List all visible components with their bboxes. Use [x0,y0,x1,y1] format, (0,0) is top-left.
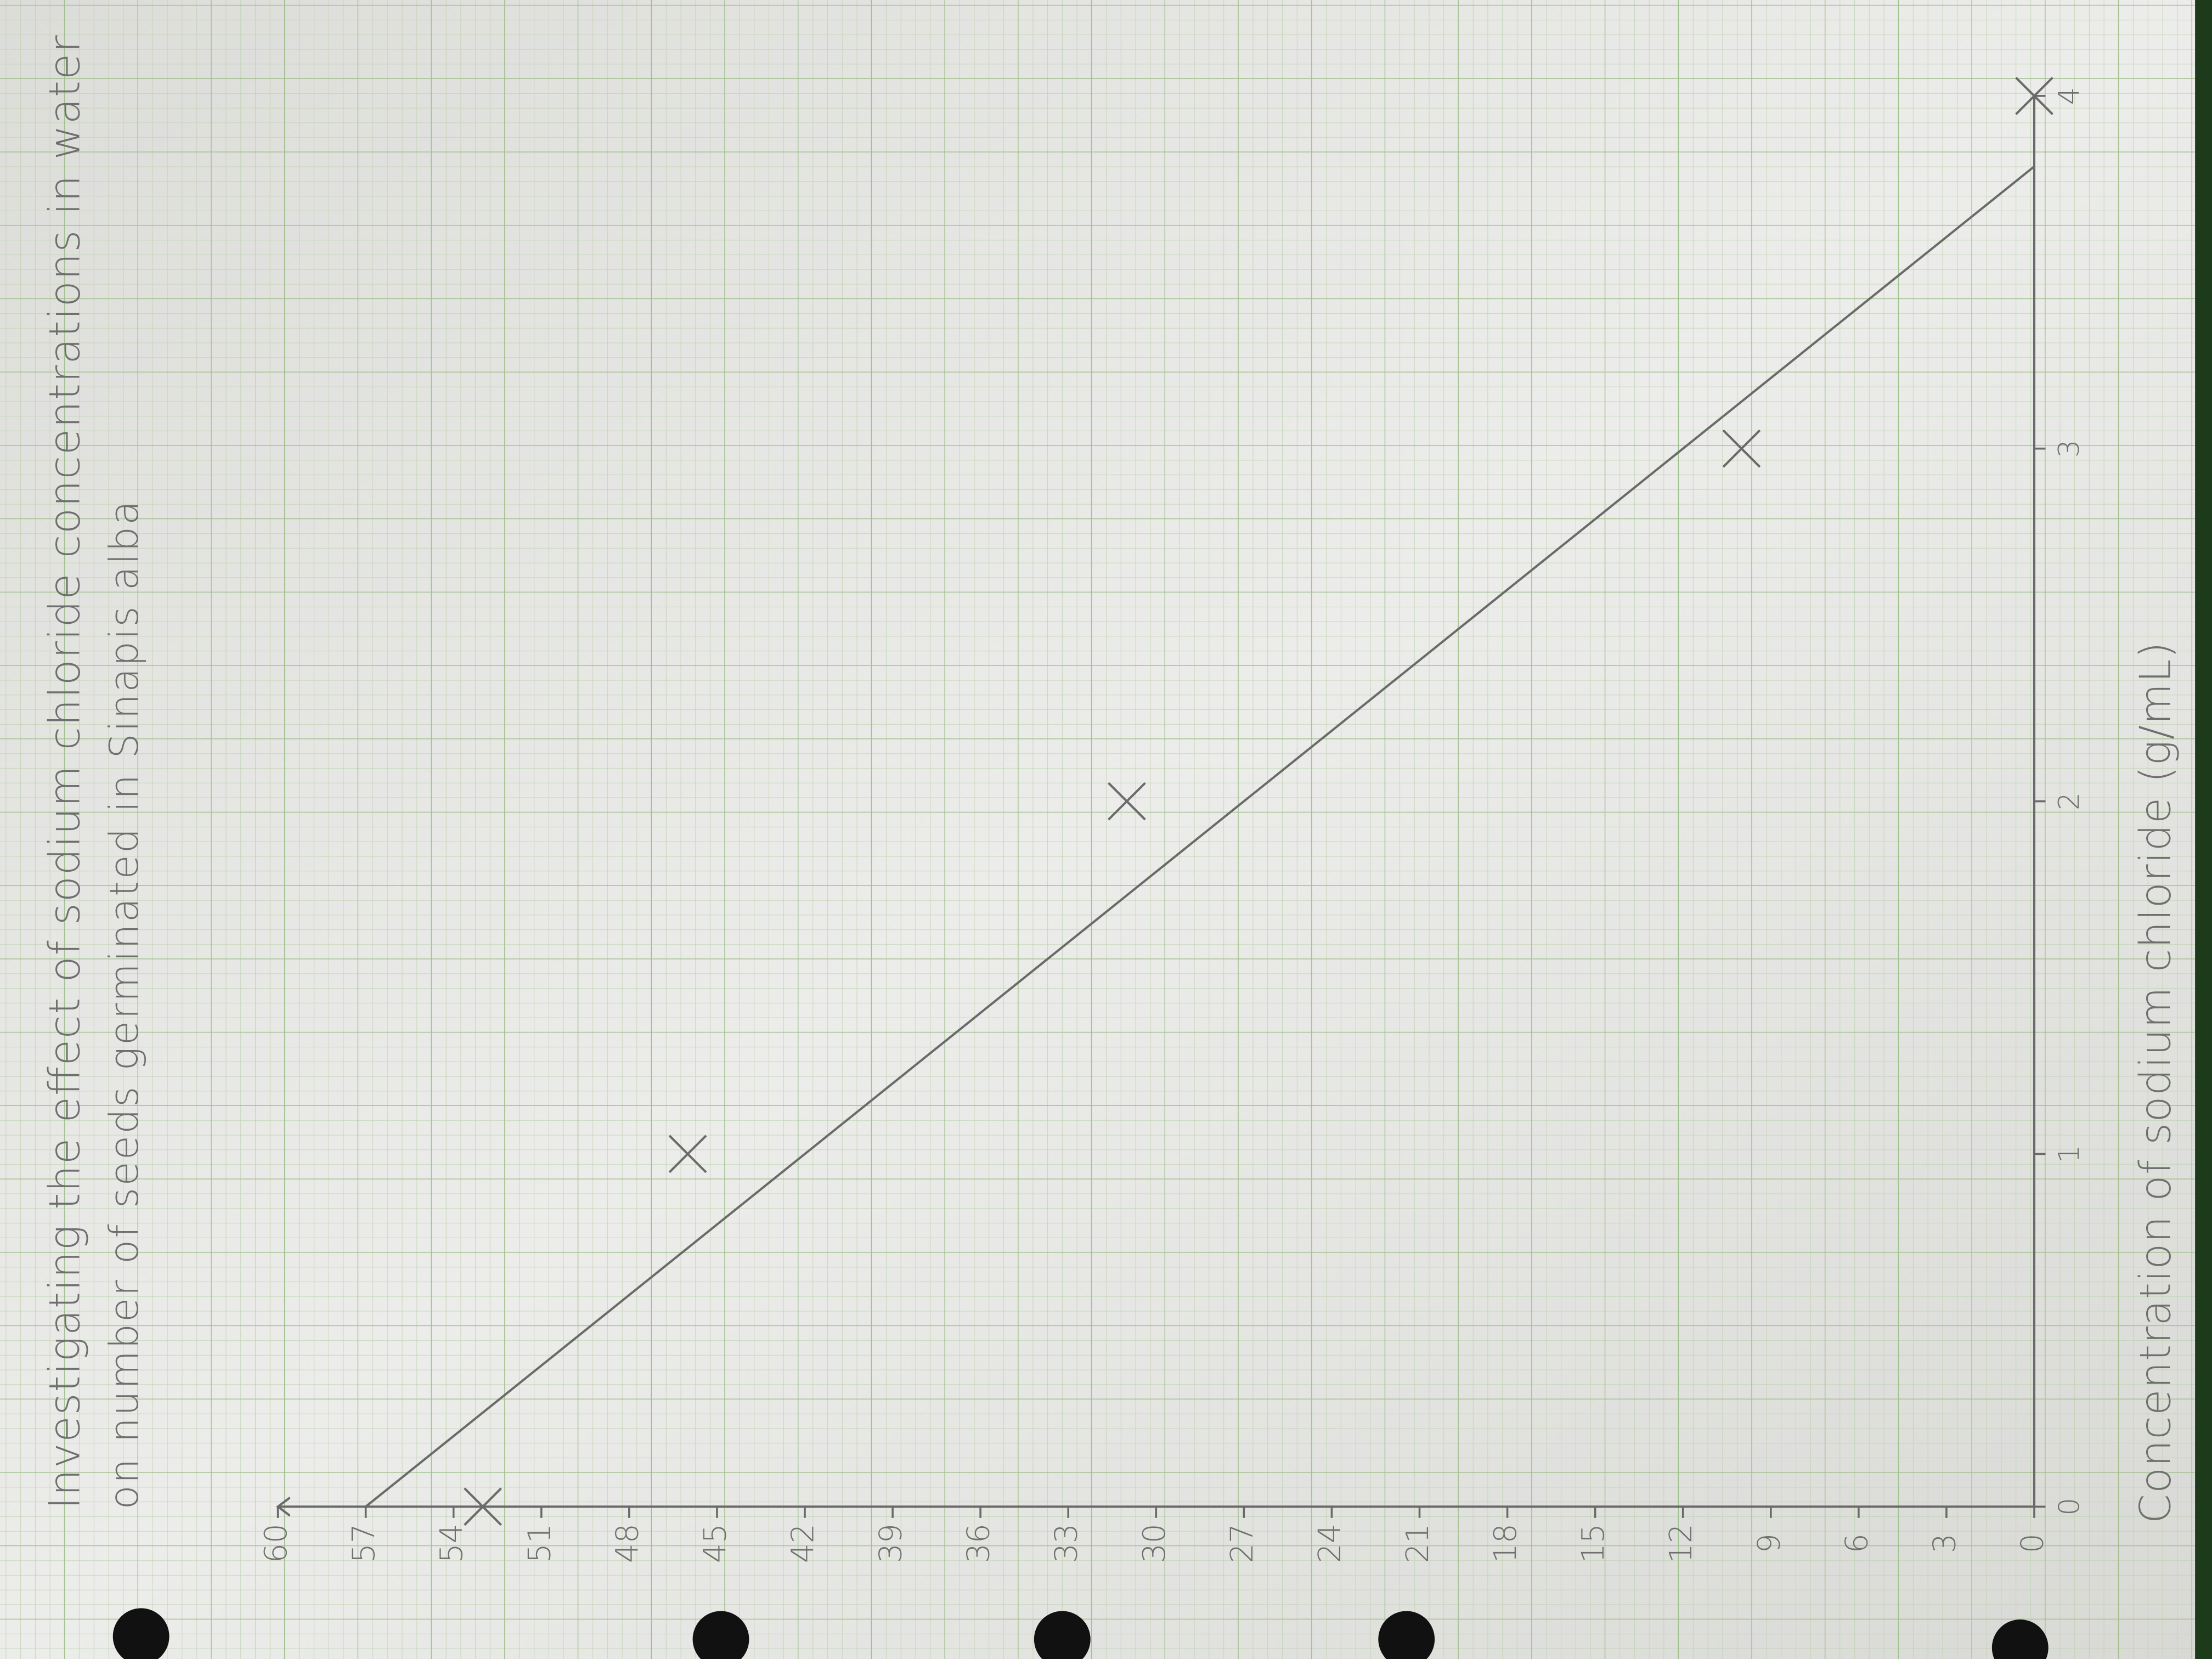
y-tick-label: 30 [1136,1523,1172,1563]
y-tick-label: 39 [873,1523,909,1563]
y-tick-label: 33 [1048,1523,1085,1563]
y-tick-label: 42 [785,1523,821,1563]
y-tick-label: 45 [697,1523,733,1563]
x-tick-label: 4 [2053,87,2086,105]
x-tick-label: 2 [2053,792,2086,810]
y-tick-label: 60 [258,1523,294,1563]
binder-holes [112,1608,2049,1659]
x-tick-label: 0 [2053,1498,2086,1516]
data-point [668,1135,707,1173]
trend-line [364,165,2036,1508]
y-tick-label: 18 [1487,1523,1523,1563]
data-point [1722,429,1761,468]
data-point [2015,76,2053,115]
y-tick-label: 0 [2015,1533,2051,1553]
chart-title: Investigating the effect of sodium chlor… [40,35,89,1509]
y-tick-label: 21 [1400,1523,1436,1563]
x-axis-label: Concentration of sodium chloride (g/mL) [2131,642,2180,1523]
x-tick-label: 1 [2053,1145,2086,1163]
data-point [1108,782,1146,821]
data-point [464,1487,502,1526]
y-tick-label: 36 [961,1523,997,1563]
y-tick-label: 48 [609,1523,645,1563]
y-tick-label: 57 [346,1523,382,1563]
y-tick-label: 27 [1224,1523,1260,1563]
x-tick-label: 3 [2053,439,2086,458]
chart-subtitle: on number of seeds germinated in Sinapis… [101,501,147,1510]
y-tick-label: 12 [1663,1523,1699,1563]
y-tick-label: 9 [1751,1533,1787,1553]
y-tick-label: 3 [1926,1533,1962,1553]
y-tick-label: 24 [1312,1523,1348,1563]
y-tick-label: 51 [521,1523,557,1563]
paper-edge [2195,0,2212,1659]
y-tick-label: 6 [1838,1533,1875,1553]
y-tick-label: 54 [433,1523,470,1563]
y-tick-label: 15 [1575,1523,1611,1563]
